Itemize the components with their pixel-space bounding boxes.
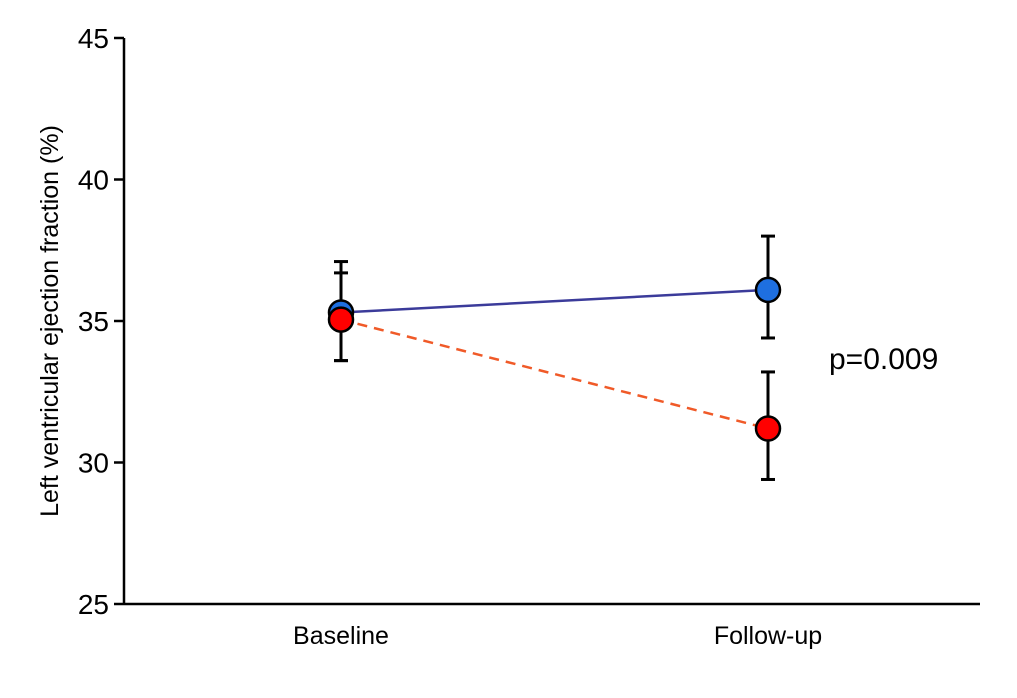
y-axis-label: Left ventricular ejection fraction (%) — [36, 125, 64, 517]
series-line-1 — [340, 288, 769, 314]
y-tick-label: 30 — [78, 448, 109, 479]
y-ticks: 25 30 35 40 45 — [78, 23, 124, 620]
data-point-series-2 — [327, 306, 355, 333]
x-tick-label: Baseline — [293, 622, 389, 650]
series-line-2 — [340, 318, 769, 430]
p-value-annotation: p=0.009 — [829, 343, 938, 376]
x-ticks: Baseline Follow-up — [293, 622, 822, 650]
y-tick-label: 35 — [78, 306, 109, 337]
y-tick-label: 40 — [78, 165, 109, 196]
y-tick-label: 45 — [78, 23, 109, 54]
y-tick-label: 25 — [78, 589, 109, 620]
axes — [122, 38, 980, 606]
series-layer — [327, 234, 782, 481]
data-point-series-2 — [754, 415, 782, 442]
data-point-series-1 — [754, 276, 782, 304]
error-bars — [334, 234, 775, 481]
x-tick-label: Follow-up — [714, 622, 822, 650]
markers — [327, 276, 782, 442]
series-lines — [340, 288, 769, 430]
